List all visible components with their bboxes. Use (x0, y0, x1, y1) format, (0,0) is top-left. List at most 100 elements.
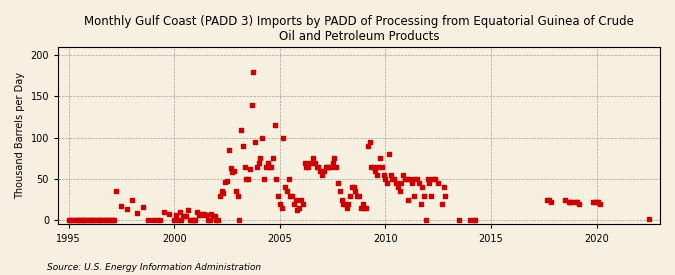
Point (560, 197, 570, 202)
Point (276, 206, 287, 210)
Point (238, 144, 248, 148)
Point (319, 169, 329, 173)
Point (116, 204, 127, 208)
Point (418, 193, 429, 198)
Point (285, 193, 296, 198)
Point (248, 70, 259, 74)
Point (588, 200, 599, 204)
Point (382, 181, 393, 185)
Point (231, 189, 242, 194)
Point (236, 127, 246, 132)
Point (412, 177, 423, 181)
Point (315, 169, 326, 173)
Point (186, 218, 197, 222)
Point (209, 214, 220, 218)
Point (566, 200, 577, 204)
Point (169, 218, 180, 222)
Point (255, 156, 266, 161)
Point (364, 140, 375, 144)
Point (72, 218, 83, 222)
Point (81, 218, 92, 222)
Point (297, 202, 308, 206)
Point (261, 164, 271, 169)
Point (405, 177, 416, 181)
Point (408, 193, 419, 198)
Point (426, 193, 437, 198)
Point (127, 197, 138, 202)
Point (95, 218, 106, 222)
Point (468, 218, 479, 222)
Point (392, 185, 403, 189)
Point (246, 103, 257, 107)
Point (223, 148, 234, 152)
Point (333, 181, 344, 185)
Point (308, 156, 319, 161)
Point (366, 164, 377, 169)
Point (591, 200, 602, 204)
Point (342, 206, 352, 210)
Point (63, 218, 74, 222)
Point (271, 177, 281, 181)
Point (322, 164, 333, 169)
Point (379, 173, 389, 177)
Point (310, 160, 321, 165)
Point (99, 218, 109, 222)
Point (380, 177, 391, 181)
Point (470, 218, 481, 222)
Point (290, 197, 301, 202)
Point (197, 211, 208, 216)
Point (267, 156, 278, 161)
Point (394, 189, 405, 194)
Point (340, 202, 350, 206)
Point (427, 177, 438, 181)
Title: Monthly Gulf Coast (PADD 3) Imports by PADD of Processing from Equatorial Guinea: Monthly Gulf Coast (PADD 3) Imports by P… (84, 15, 634, 43)
Point (178, 214, 188, 218)
Point (111, 189, 122, 194)
Point (215, 193, 225, 198)
Point (313, 164, 324, 169)
Point (387, 177, 398, 181)
Point (244, 167, 255, 171)
Point (163, 211, 174, 216)
Point (220, 180, 231, 185)
Point (76, 218, 86, 222)
Point (250, 140, 261, 144)
Point (181, 214, 192, 218)
Point (217, 189, 227, 194)
Point (423, 177, 433, 181)
Point (241, 177, 252, 181)
Point (262, 160, 273, 165)
Point (109, 218, 120, 222)
Point (589, 200, 600, 204)
Point (299, 160, 310, 165)
Point (294, 206, 304, 210)
Point (273, 193, 284, 198)
Point (195, 213, 206, 218)
Point (357, 202, 368, 206)
Point (352, 193, 362, 198)
Point (429, 177, 440, 181)
Point (204, 218, 215, 222)
Point (90, 218, 101, 222)
Point (188, 218, 199, 222)
Point (234, 218, 245, 222)
Point (259, 177, 269, 181)
Point (396, 181, 406, 185)
Point (69, 218, 80, 222)
Point (265, 164, 276, 169)
Point (264, 164, 275, 169)
Point (413, 181, 424, 185)
Point (88, 218, 99, 222)
Point (180, 214, 190, 218)
Point (644, 216, 655, 221)
Point (398, 173, 408, 177)
Point (348, 185, 359, 189)
Point (544, 197, 555, 202)
Point (225, 166, 236, 170)
Point (421, 218, 431, 222)
Point (383, 152, 394, 156)
Point (86, 218, 97, 222)
Point (78, 218, 88, 222)
Point (424, 181, 435, 185)
Point (325, 164, 336, 169)
